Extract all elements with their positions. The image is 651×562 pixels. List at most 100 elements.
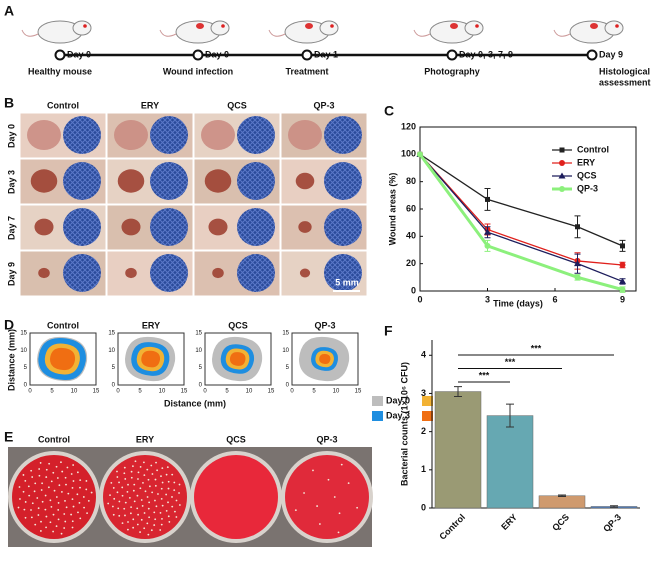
colony: [72, 464, 75, 466]
wound: [295, 172, 315, 190]
colony: [45, 515, 48, 518]
panel-label: E: [4, 429, 13, 445]
wound: [125, 267, 137, 279]
mesh: [324, 162, 362, 200]
mouse-head: [464, 20, 484, 36]
colony: [49, 521, 52, 524]
colony: [109, 494, 111, 497]
contour-ytick: 0: [24, 383, 28, 389]
colony: [137, 513, 140, 516]
contour-ytick: 15: [108, 331, 115, 337]
colony: [45, 526, 47, 529]
colony: [71, 486, 74, 489]
mesh: [237, 116, 275, 154]
colony: [52, 471, 55, 474]
wound: [208, 218, 228, 236]
wound: [305, 23, 313, 29]
contour-ytick: 10: [282, 348, 289, 354]
colony: [85, 488, 88, 491]
colony: [154, 484, 157, 487]
legend-label: ERY: [577, 157, 595, 167]
y-tick-label: 1: [421, 464, 426, 474]
colony: [63, 527, 66, 529]
scale-label: 5 mm: [335, 277, 359, 287]
y-tick-label: 0: [421, 502, 426, 512]
bar: [486, 415, 534, 509]
legend-swatch: [422, 411, 433, 421]
colony: [166, 466, 169, 469]
contour-ytick: 0: [199, 383, 203, 389]
mouse-eye: [83, 24, 87, 28]
colony: [132, 489, 135, 492]
mesh: [324, 116, 362, 154]
colony: [136, 523, 139, 526]
colony: [124, 514, 126, 517]
legend-marker: [559, 186, 565, 192]
colony: [147, 478, 150, 481]
colony: [24, 501, 27, 503]
colony: [71, 526, 74, 529]
colony: [347, 482, 350, 484]
wound: [299, 268, 311, 278]
contour-title: Control: [47, 320, 79, 330]
contour-ytick: 10: [108, 348, 115, 354]
mouse: [553, 20, 624, 44]
mouse-head: [210, 20, 230, 36]
contour-title: ERY: [142, 320, 160, 330]
colony: [111, 505, 114, 508]
contour: [141, 350, 161, 368]
photo-column: QCS: [227, 100, 247, 110]
contour-xtick: 15: [355, 389, 362, 395]
colony: [64, 500, 66, 502]
colony: [112, 513, 115, 516]
colony: [82, 496, 85, 498]
colony: [303, 492, 305, 494]
contour-xtick: 10: [159, 389, 166, 395]
colony: [76, 493, 79, 496]
contour-xtick: 5: [312, 389, 316, 395]
colony: [318, 523, 321, 525]
bar: [538, 495, 586, 509]
wound: [450, 23, 458, 29]
mouse-tail: [413, 29, 431, 37]
y-tick-label: 120: [401, 121, 416, 131]
colony: [147, 533, 150, 536]
panel-label: D: [4, 317, 14, 333]
colony: [126, 490, 129, 493]
timeline-day: Day 0, 3, 7, 9: [459, 49, 513, 59]
x-tick-label: 9: [620, 294, 625, 304]
colony: [37, 514, 40, 516]
colony: [116, 476, 119, 478]
colony: [65, 483, 67, 486]
contour-ytick: 5: [24, 365, 28, 371]
timeline-day: Day 0: [67, 49, 91, 59]
colony: [178, 492, 180, 494]
colony: [143, 527, 146, 530]
contour-ytick: 15: [195, 331, 202, 337]
plate-title: ERY: [136, 434, 154, 444]
contour-xtick: 5: [225, 389, 229, 395]
y-axis-label: Wound areas (%): [387, 173, 397, 246]
x-tick-label: 3: [485, 294, 490, 304]
colony: [71, 520, 74, 523]
legend-marker: [558, 172, 566, 179]
y-tick-label: 4: [421, 350, 426, 360]
error-bar: [506, 403, 514, 428]
timeline-label: Photography: [424, 66, 480, 76]
colony: [147, 507, 150, 510]
colony: [116, 491, 119, 494]
colony: [40, 520, 42, 523]
contour-ytick: 15: [282, 331, 289, 337]
colony: [48, 462, 51, 465]
marker: [484, 228, 491, 235]
colony: [171, 505, 174, 508]
colony: [61, 470, 64, 473]
wound: [298, 221, 312, 233]
photo-row: Day 7: [6, 216, 16, 240]
plate-title: QP-3: [316, 434, 337, 444]
legend-swatch: [422, 396, 433, 406]
colony: [128, 496, 131, 499]
colony: [146, 468, 149, 471]
contour: [229, 352, 246, 366]
colony: [64, 476, 67, 479]
